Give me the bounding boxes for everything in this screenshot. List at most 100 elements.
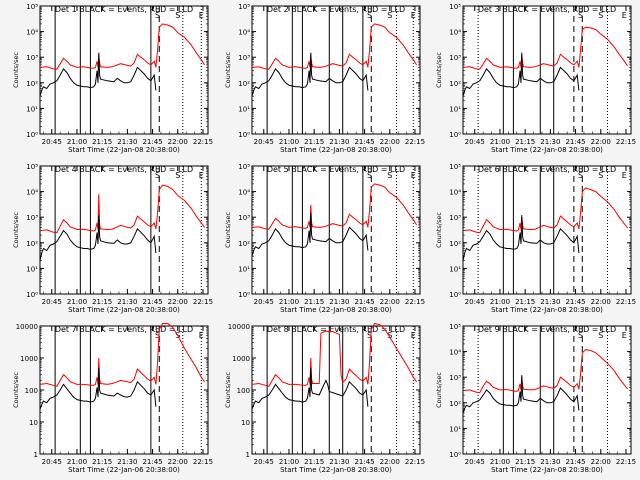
x-tick-label: 22:00: [380, 138, 400, 146]
y-tick-label: 10⁰: [238, 131, 250, 139]
x-tick-label: 21:15: [515, 458, 535, 466]
x-tick-label: 22:15: [616, 138, 636, 146]
x-tick-label: 22:00: [168, 138, 188, 146]
phase-mark: S: [598, 11, 603, 20]
phase-mark: S: [578, 11, 583, 20]
phase-mark: E: [199, 331, 204, 340]
x-tick-label: 21:30: [117, 458, 137, 466]
phase-mark: E: [411, 171, 416, 180]
detector-panel-1: Det 1 BLACK = Events, RED = LLD 10⁰ 10¹ 10²…: [12, 3, 213, 154]
x-tick-label: 22:00: [380, 458, 400, 466]
phase-mark: S: [367, 331, 372, 340]
x-tick-label: 21:15: [515, 138, 535, 146]
x-tick-label: 21:45: [142, 138, 162, 146]
y-tick-label: 10⁵: [238, 163, 250, 171]
x-tick-label: 22:15: [405, 138, 425, 146]
phase-mark: S: [387, 331, 392, 340]
x-axis-label: Start Time (22-Jan-06 20:38:00): [68, 466, 180, 474]
phase-mark: S: [155, 331, 160, 340]
y-tick-label: 10²: [26, 240, 38, 248]
x-axis-label: Start Time (22-Jan-08 20:38:00): [280, 466, 392, 474]
x-tick-label: 21:00: [279, 458, 299, 466]
x-axis-label: Start Time (22-Jan-08 20:38:00): [491, 306, 603, 314]
detector-panel-9: Det 9 BLACK = Events, RED = LLD 10⁰ 10¹ 10²…: [435, 323, 636, 474]
x-tick-label: 21:30: [540, 458, 560, 466]
phase-mark: E: [622, 11, 627, 20]
detector-panel-6: Det 6 BLACK = Events, RED = LLD 10⁰ 10¹ 10²…: [435, 163, 636, 314]
x-tick-label: 20:45: [42, 458, 62, 466]
x-tick-label: 21:15: [304, 458, 324, 466]
y-tick-label: 10²: [26, 80, 38, 88]
x-tick-label: 21:00: [67, 458, 87, 466]
x-tick-label: 22:15: [193, 458, 213, 466]
x-tick-label: 20:45: [465, 298, 485, 306]
y-axis-label: Counts/sec: [224, 212, 232, 248]
x-tick-label: 21:15: [304, 138, 324, 146]
x-axis-label: Start Time (22-Jan-08 20:38:00): [68, 146, 180, 154]
x-tick-label: 22:00: [591, 458, 611, 466]
phase-mark: S: [387, 171, 392, 180]
y-tick-label: 10¹: [449, 105, 461, 113]
y-tick-label: 10⁴: [449, 349, 461, 357]
plot-title: Det 2 BLACK = Events, RED = LLD: [267, 5, 405, 14]
y-tick-label: 10000: [228, 323, 250, 331]
y-axis-label: Counts/sec: [12, 52, 20, 88]
detector-panel-7: Det 7 BLACK = Events, RED = LLD 1 10 100 100…: [12, 323, 213, 474]
detector-panel-5: Det 5 BLACK = Events, RED = LLD 10⁰ 10¹ 10²…: [224, 163, 425, 314]
y-tick-label: 10⁵: [449, 323, 461, 331]
y-tick-label: 10000: [16, 323, 38, 331]
phase-mark: E: [199, 11, 204, 20]
x-tick-label: 21:00: [279, 298, 299, 306]
x-axis-label: Start Time (22-Jan-08 20:38:00): [491, 146, 603, 154]
x-tick-label: 22:15: [616, 458, 636, 466]
y-tick-label: 10: [29, 419, 38, 427]
y-tick-label: 10²: [449, 80, 461, 88]
events-rate-line: [462, 375, 580, 414]
detector-panel-4: Det 4 BLACK = Events, RED = LLD 10⁰ 10¹ 10²…: [12, 163, 213, 314]
plot-frame: [462, 325, 632, 455]
phase-mark: E: [411, 331, 416, 340]
plot-title: Det 3 BLACK = Events, RED = LLD: [478, 5, 616, 14]
x-axis-label: Start Time (22-Jan-08 20:38:00): [491, 466, 603, 474]
y-tick-label: 10²: [449, 240, 461, 248]
x-tick-label: 22:15: [405, 458, 425, 466]
x-tick-label: 21:30: [329, 138, 349, 146]
y-tick-label: 10³: [449, 374, 461, 382]
y-tick-label: 10⁰: [26, 131, 38, 139]
y-tick-label: 1000: [232, 355, 250, 363]
x-tick-label: 20:45: [465, 138, 485, 146]
events-rate-line: [39, 367, 157, 410]
phase-mark: S: [175, 171, 180, 180]
events-rate-line: [39, 215, 157, 261]
x-tick-label: 21:30: [117, 298, 137, 306]
x-tick-label: 21:30: [329, 298, 349, 306]
plot-frame: [251, 5, 421, 135]
plot-frame: [462, 165, 632, 295]
y-tick-label: 10⁴: [238, 189, 250, 197]
phase-mark: E: [622, 171, 627, 180]
y-tick-label: 10: [241, 419, 250, 427]
y-tick-label: 10¹: [449, 425, 461, 433]
lld-rate-line: [462, 349, 628, 394]
lld-rate-line: [251, 23, 418, 70]
x-tick-label: 21:00: [490, 138, 510, 146]
x-tick-label: 21:00: [490, 458, 510, 466]
y-tick-label: 10⁰: [238, 291, 250, 299]
x-tick-label: 21:45: [354, 138, 374, 146]
y-tick-label: 10⁴: [26, 29, 38, 37]
x-tick-label: 22:00: [591, 138, 611, 146]
phase-mark: S: [578, 171, 583, 180]
x-tick-label: 20:45: [254, 458, 274, 466]
y-tick-label: 10⁵: [449, 3, 461, 11]
x-tick-label: 21:45: [142, 458, 162, 466]
x-axis-label: Start Time (22-Jan-08 20:38:00): [280, 146, 392, 154]
events-rate-line: [462, 52, 580, 97]
plot-title: Det 9 BLACK = Events, RED = LLD: [478, 325, 616, 334]
y-tick-label: 10³: [26, 54, 38, 62]
x-tick-label: 21:15: [92, 298, 112, 306]
detector-panel-2: Det 2 BLACK = Events, RED = LLD 10⁰ 10¹ 10²…: [224, 3, 425, 154]
y-tick-label: 10⁵: [26, 163, 38, 171]
y-tick-label: 100: [25, 387, 38, 395]
x-tick-label: 21:00: [67, 138, 87, 146]
plot-title: Det 4 BLACK = Events, RED = LLD: [55, 165, 193, 174]
